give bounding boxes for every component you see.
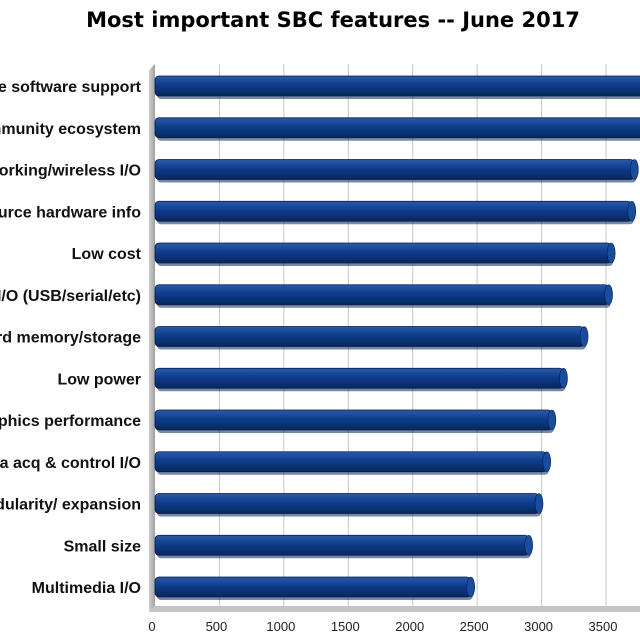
bar (154, 451, 552, 475)
x-tick-labels: 0 500 1000 1500 2000 2500 3000 3500 (148, 619, 617, 634)
x-tick-label: 500 (206, 619, 228, 634)
chart-title: Most important SBC features -- June 2017 (86, 8, 580, 32)
bar (154, 75, 640, 99)
category-label: Multimedia I/O (32, 580, 141, 597)
bar (154, 159, 639, 183)
x-tick-label: 3000 (524, 619, 553, 634)
x-tick-label: 0 (148, 619, 155, 634)
category-label: Onboard memory/storage (0, 330, 141, 347)
category-label: Processor/graphics performance (0, 413, 141, 430)
x-tick-label: 1500 (331, 619, 360, 634)
category-label: Networking/wireless I/O (0, 163, 141, 180)
category-label: Low power (57, 371, 141, 388)
category-label: Community ecosystem (0, 121, 141, 138)
bar (154, 200, 637, 225)
category-label: Modularity/ expansion (0, 497, 141, 514)
category-label: Low cost (72, 246, 142, 263)
bar (154, 493, 544, 517)
bar (154, 284, 613, 308)
x-tick-label: 2000 (395, 619, 424, 634)
category-labels: Open source software support Community ec… (0, 79, 142, 597)
bar (154, 242, 616, 266)
axis-wall (149, 64, 155, 612)
bar (154, 326, 589, 350)
plot-area (149, 64, 640, 612)
category-label: Open source hardware info (0, 204, 141, 221)
x-tick-label: 1000 (266, 619, 295, 634)
bar (154, 409, 557, 433)
category-label: Small size (64, 538, 141, 555)
category-label: Open source software support (0, 79, 142, 96)
bar (154, 534, 533, 559)
x-tick-label: 3500 (589, 619, 618, 634)
category-label: Std. I/O (USB/serial/etc) (0, 288, 141, 305)
bar (154, 576, 476, 600)
axis-floor (149, 606, 640, 612)
bar (154, 367, 568, 392)
category-label: Data acq & control I/O (0, 455, 141, 472)
bar (154, 117, 640, 141)
bars-group (154, 75, 640, 600)
x-tick-label: 2500 (460, 619, 489, 634)
